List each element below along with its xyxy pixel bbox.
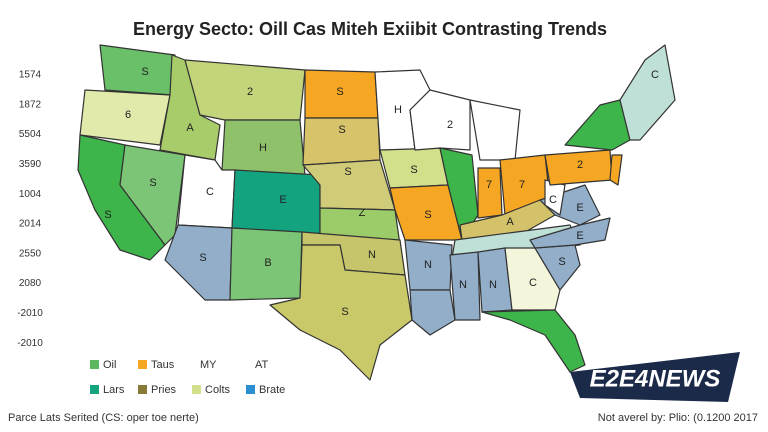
side-label: -2010 [17, 338, 43, 349]
legend-swatch [138, 360, 147, 369]
region [269, 244, 413, 381]
region [619, 44, 676, 141]
legend-label: MY [200, 359, 217, 371]
legend-label: Brate [259, 384, 285, 396]
region-label: H [394, 104, 402, 116]
region-label: 7 [519, 179, 525, 191]
side-label: 1004 [19, 189, 42, 200]
region-label: A [506, 216, 514, 228]
region-label: N [489, 279, 497, 291]
side-label: 2080 [19, 278, 42, 289]
region [564, 99, 631, 151]
legend-swatch [138, 385, 147, 394]
legend-label: Colts [205, 384, 231, 396]
region [609, 154, 623, 186]
region [409, 289, 456, 336]
region-label: S [410, 164, 417, 176]
region-label: 2 [577, 159, 583, 171]
region-label: E [279, 194, 286, 206]
region [469, 99, 521, 161]
region-label: S [344, 166, 351, 178]
region-label: A [186, 122, 194, 134]
region-label: S [149, 177, 156, 189]
region-label: S [104, 209, 111, 221]
legend-label: Taus [151, 359, 175, 371]
side-label: 1574 [19, 70, 42, 81]
side-label: 2550 [19, 248, 42, 259]
region [449, 251, 481, 321]
region-label: Z [359, 207, 366, 219]
side-labels: 1574 1872 5504 3590 1004 2014 2550 2080 -2010 -20… [17, 70, 43, 349]
region-label: C [549, 194, 557, 206]
region-label: 6 [125, 109, 131, 121]
legend-label: Oil [103, 359, 116, 371]
region [481, 309, 586, 373]
region [99, 44, 176, 96]
logo: E2E4NEWS [590, 365, 721, 392]
region [184, 59, 306, 121]
region-label: N [459, 279, 467, 291]
region-label: E [576, 230, 583, 242]
region-label: S [336, 86, 343, 98]
title: Energy Secto: Oill Cas Miteh Exiibit Con… [133, 19, 607, 39]
region [231, 169, 321, 236]
legend-label: Pries [151, 384, 177, 396]
side-label: -2010 [17, 308, 43, 319]
legend-label: Lars [103, 384, 125, 396]
legend-label: AT [255, 359, 269, 371]
region [477, 167, 503, 219]
region [451, 224, 581, 259]
region-label: S [199, 252, 206, 264]
region [79, 89, 171, 146]
region-label: C [529, 277, 537, 289]
region-label: E [576, 202, 583, 214]
credit: Not averel by: Plio: (0.1200 2017 [598, 412, 758, 424]
region-label: 7 [486, 179, 492, 191]
region-label: H [259, 142, 267, 154]
map: S 6 S S A 2 H C E S B S S S Z N S H S S 2 7 7 A N N N C S E E C 2 C [77, 44, 676, 381]
region-label: B [264, 257, 271, 269]
side-label: 5504 [19, 129, 42, 140]
region-label: S [141, 66, 148, 78]
logo-banner [570, 352, 740, 402]
region [504, 247, 561, 311]
legend-swatch [246, 385, 255, 394]
region-label: N [368, 249, 376, 261]
legend-swatch [90, 385, 99, 394]
region-label: S [558, 256, 565, 268]
region [164, 224, 233, 301]
legend-swatch [90, 360, 99, 369]
region-label: 2 [247, 86, 253, 98]
region-label: C [651, 69, 659, 81]
legend: Oil Taus MY AT Lars Pries Colts Brate [90, 359, 285, 396]
side-label: 3590 [19, 159, 42, 170]
region-label: S [424, 209, 431, 221]
side-label: 2014 [19, 219, 42, 230]
region-label: C [206, 186, 214, 198]
region-label: S [341, 306, 348, 318]
source: Parce Lats Serited (CS: oper toe nerte) [8, 412, 199, 424]
legend-swatch [192, 385, 201, 394]
side-label: 1872 [19, 99, 42, 110]
region-label: N [424, 259, 432, 271]
region-label: 2 [447, 119, 453, 131]
region [389, 184, 463, 241]
region-label: S [338, 124, 345, 136]
